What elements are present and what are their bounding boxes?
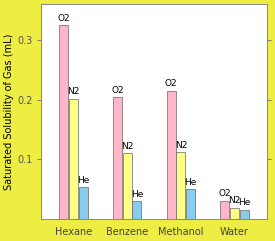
Text: He: He	[131, 190, 143, 199]
Text: N2: N2	[228, 196, 241, 206]
Text: O2: O2	[111, 86, 124, 95]
Text: N2: N2	[175, 141, 187, 150]
Bar	[69, 99, 78, 219]
Bar	[123, 154, 132, 219]
Bar	[230, 208, 239, 219]
Bar	[113, 97, 122, 219]
Text: He: He	[77, 175, 89, 185]
Bar	[220, 201, 229, 219]
Bar	[240, 210, 249, 219]
Y-axis label: Saturated Solubility of Gas (mL): Saturated Solubility of Gas (mL)	[4, 33, 14, 190]
Bar	[186, 189, 195, 219]
Bar	[167, 91, 176, 219]
Text: N2: N2	[67, 87, 80, 96]
Bar	[176, 152, 185, 219]
Text: He: He	[238, 198, 250, 207]
Text: He: He	[184, 178, 197, 187]
Text: O2: O2	[57, 14, 70, 23]
Text: O2: O2	[219, 189, 231, 198]
Bar	[79, 187, 88, 219]
Bar	[132, 201, 141, 219]
Text: N2: N2	[121, 142, 133, 151]
Bar	[59, 25, 68, 219]
Text: O2: O2	[165, 79, 177, 88]
